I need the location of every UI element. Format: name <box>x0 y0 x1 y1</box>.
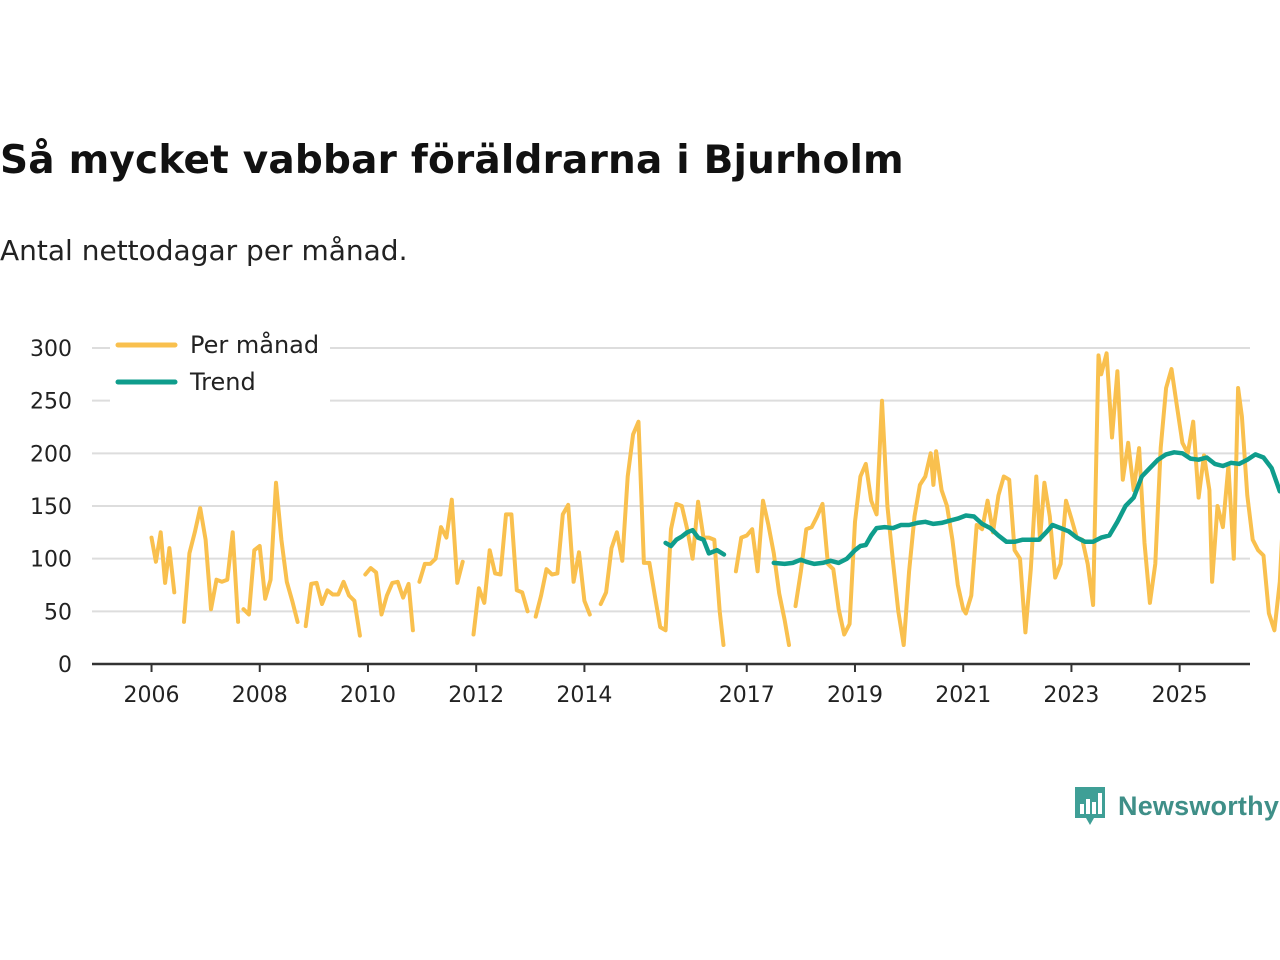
chart-subtitle: Antal nettodagar per månad. <box>0 234 408 267</box>
brand-name: Newsworthy <box>1118 790 1280 821</box>
x-tick-label: 2025 <box>1152 683 1208 708</box>
series-line-segment <box>733 498 791 647</box>
x-tick-label: 2008 <box>232 683 288 708</box>
series-line-segment <box>471 512 530 637</box>
legend[interactable]: Per månad Trend <box>110 320 330 402</box>
y-tick-label: 100 <box>30 548 72 573</box>
series-line-segment <box>303 579 362 638</box>
chart-title: Så mycket vabbar föräldrarna i Bjurholm <box>0 138 904 183</box>
newsworthy-logo[interactable]: Newsworthy <box>1072 784 1279 828</box>
y-tick-label: 150 <box>30 495 72 520</box>
x-tick-label: 2010 <box>340 683 396 708</box>
legend-label-monthly: Per månad <box>190 330 319 359</box>
y-axis: 0 50 100 150 200 250 300 <box>30 337 72 678</box>
series-line-segment <box>598 419 726 647</box>
x-tick-label: 2021 <box>935 683 991 708</box>
series-trend <box>663 450 1280 567</box>
series-line-segment <box>771 450 1280 567</box>
y-tick-label: 0 <box>58 653 72 678</box>
x-tick-label: 2017 <box>719 683 775 708</box>
series-line-segment <box>417 497 465 585</box>
y-tick-label: 250 <box>30 390 72 415</box>
series-per-manad <box>149 351 1280 647</box>
series-line-segment <box>533 502 592 619</box>
x-tick-label: 2012 <box>448 683 504 708</box>
series-line-segment <box>182 506 241 624</box>
x-axis: 2006 2008 2010 2012 2014 2017 2019 2021 2023 2025 <box>92 662 1250 708</box>
series-line-segment <box>363 566 415 633</box>
series <box>149 351 1280 647</box>
x-tick-label: 2023 <box>1043 683 1099 708</box>
y-tick-label: 300 <box>30 337 72 362</box>
legend-background <box>110 320 330 402</box>
bar-chart-speech-icon <box>1075 787 1105 825</box>
series-line-segment <box>793 351 1280 647</box>
x-tick-label: 2014 <box>556 683 612 708</box>
legend-label-trend: Trend <box>189 368 256 396</box>
y-tick-label: 200 <box>30 442 72 467</box>
series-line-segment <box>663 527 727 557</box>
x-tick-label: 2006 <box>124 683 180 708</box>
y-tick-label: 50 <box>44 600 72 625</box>
x-tick-label: 2019 <box>827 683 883 708</box>
series-line-segment <box>241 480 300 624</box>
series-line-segment <box>149 530 177 595</box>
